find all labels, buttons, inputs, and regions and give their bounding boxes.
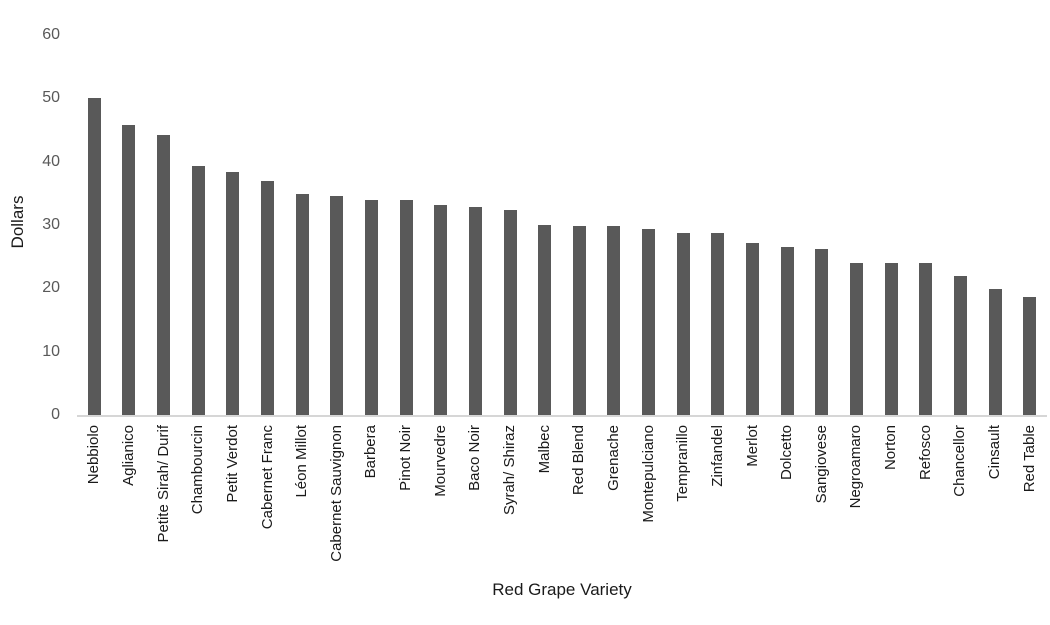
category-label: Sangiovese [812,425,830,504]
category-label: Cinsault [986,425,1004,480]
y-tick-label: 20 [42,279,60,297]
bar [468,207,482,415]
category-label: Chancellor [951,425,969,497]
bar [815,249,829,415]
bar [572,225,586,415]
category-label: Petite Sirah/ Durif [154,425,172,543]
bar [780,247,794,415]
bar [884,263,898,415]
y-tick-label: 50 [42,89,60,107]
category-label: Grenache [604,425,622,491]
category-label: Petit Verdot [223,425,241,503]
bar [642,228,656,415]
category-label: Mourvedre [431,425,449,497]
bar [607,226,621,415]
category-label: Merlot [743,425,761,467]
bar [330,195,344,415]
bar [711,233,725,415]
category-label: Baco Noir [466,425,484,491]
bar [849,263,863,415]
category-label: Pinot Noir [397,425,415,491]
category-label: Red Table [1020,425,1038,493]
category-label: Montepulciano [639,425,657,523]
bar [953,276,967,415]
category-label: Zinfandel [708,425,726,487]
category-label: Chambourcin [189,425,207,515]
category-label: Cabernet Sauvignon [327,425,345,562]
category-label: Syrah/ Shiraz [501,425,519,516]
bar [988,288,1002,415]
category-label: Barbera [362,425,380,479]
x-axis-title: Red Grape Variety [492,580,632,599]
category-label: Negroamaro [847,425,865,509]
bar [157,135,171,415]
category-label: Dolcetto [778,425,796,481]
x-axis-line [77,415,1047,417]
bar [122,124,136,415]
category-label: Cabernet Franc [258,425,276,530]
bar [261,180,275,415]
bar [434,205,448,415]
bar [746,242,760,415]
category-label: Tempranillo [674,425,692,502]
bar [503,209,517,415]
bar [676,232,690,415]
bar [226,171,240,415]
bar [919,263,933,415]
y-tick-label: 40 [42,152,60,170]
category-label: Red Blend [570,425,588,496]
bar [295,193,309,415]
category-label: Aglianico [119,425,137,486]
y-tick-label: 30 [42,216,60,233]
y-tick-label: 0 [51,406,60,423]
bar [364,200,378,415]
category-label: Norton [882,425,900,471]
bar [399,200,413,415]
category-label: Nebbiolo [85,425,103,485]
category-label: Refosco [916,425,934,481]
bar [87,98,101,415]
y-tick-label: 10 [42,342,60,360]
bar [1023,297,1037,415]
category-label: Léon Millot [293,425,311,498]
bar [191,166,205,415]
category-label: Malbec [535,425,553,474]
bar [538,225,552,415]
y-tick-label: 60 [42,26,60,43]
